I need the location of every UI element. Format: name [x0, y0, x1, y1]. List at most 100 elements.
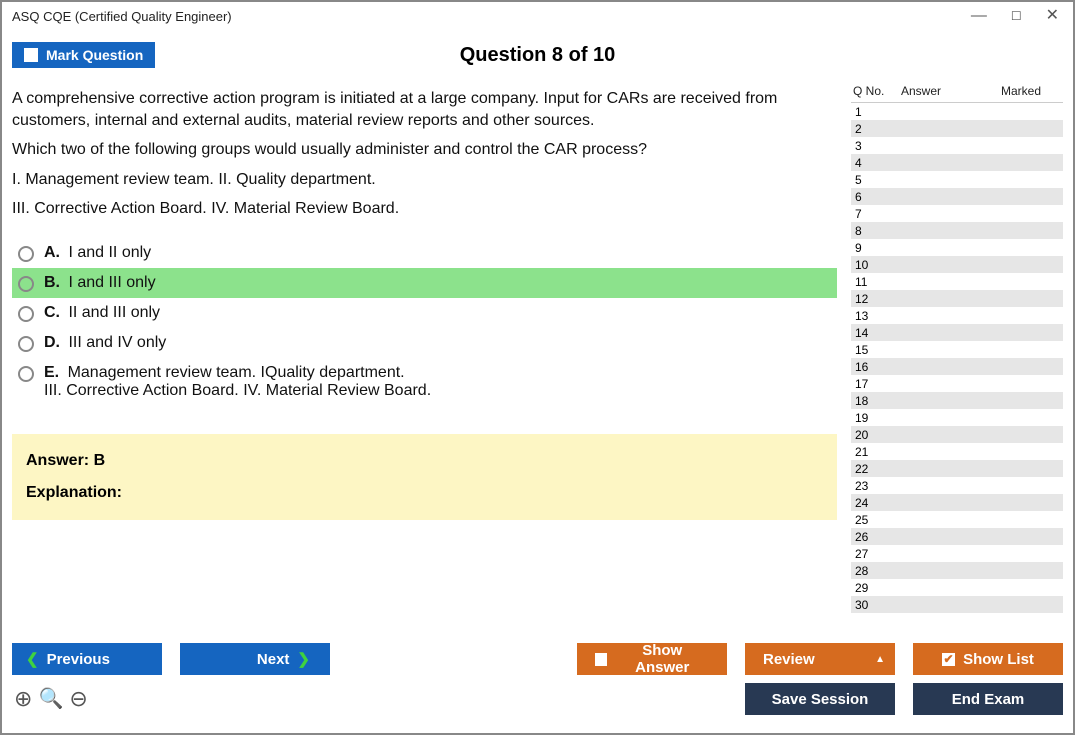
- minimize-icon[interactable]: —: [971, 8, 987, 24]
- answer-option[interactable]: D. III and IV only: [12, 328, 837, 358]
- qno-cell: 15: [855, 343, 903, 357]
- question-list-row[interactable]: 8: [851, 222, 1063, 239]
- radio-icon: [18, 366, 34, 382]
- footer-row-1: ❮ Previous Next ❯ Show Answer Review ▲: [12, 643, 1063, 675]
- window-title: ASQ CQE (Certified Quality Engineer): [12, 9, 232, 24]
- question-paragraph: I. Management review team. II. Quality d…: [12, 169, 837, 191]
- question-list-row[interactable]: 19: [851, 409, 1063, 426]
- next-label: Next: [257, 651, 290, 668]
- qno-cell: 23: [855, 479, 903, 493]
- answer-box: Answer: B Explanation:: [12, 434, 837, 520]
- review-button[interactable]: Review ▲: [745, 643, 895, 675]
- qno-cell: 11: [855, 275, 903, 289]
- question-list-row[interactable]: 15: [851, 341, 1063, 358]
- save-session-button[interactable]: Save Session: [745, 683, 895, 715]
- question-list-row[interactable]: 28: [851, 562, 1063, 579]
- question-list-row[interactable]: 6: [851, 188, 1063, 205]
- qno-cell: 5: [855, 173, 903, 187]
- radio-icon: [18, 246, 34, 262]
- question-list-row[interactable]: 14: [851, 324, 1063, 341]
- question-list-row[interactable]: 27: [851, 545, 1063, 562]
- answer-option[interactable]: A. I and II only: [12, 238, 837, 268]
- footer-row-2: ⊕ 🔍 ⊖ Save Session End Exam: [12, 683, 1063, 715]
- question-list-row[interactable]: 12: [851, 290, 1063, 307]
- qno-cell: 22: [855, 462, 903, 476]
- question-list-row[interactable]: 4: [851, 154, 1063, 171]
- question-list-row[interactable]: 10: [851, 256, 1063, 273]
- question-list-row[interactable]: 20: [851, 426, 1063, 443]
- question-list-row[interactable]: 29: [851, 579, 1063, 596]
- qno-cell: 8: [855, 224, 903, 238]
- question-list-row[interactable]: 3: [851, 137, 1063, 154]
- question-list-row[interactable]: 16: [851, 358, 1063, 375]
- zoom-in-icon[interactable]: 🔍: [38, 686, 63, 712]
- maximize-icon[interactable]: ☐: [1011, 8, 1022, 24]
- title-bar: ASQ CQE (Certified Quality Engineer) — ☐…: [2, 2, 1073, 30]
- radio-icon: [18, 336, 34, 352]
- answer-option[interactable]: E. Management review team. IQuality depa…: [12, 358, 837, 406]
- question-list-row[interactable]: 30: [851, 596, 1063, 613]
- question-paragraph: Which two of the following groups would …: [12, 139, 837, 161]
- show-list-label: Show List: [963, 651, 1034, 668]
- zoom-reset-icon[interactable]: ⊕: [14, 686, 32, 712]
- question-list-row[interactable]: 25: [851, 511, 1063, 528]
- answer-option[interactable]: C. II and III only: [12, 298, 837, 328]
- review-label: Review: [763, 651, 815, 668]
- qno-cell: 12: [855, 292, 903, 306]
- question-list-row[interactable]: 1: [851, 103, 1063, 120]
- option-label: C. II and III only: [44, 304, 160, 322]
- end-exam-button[interactable]: End Exam: [913, 683, 1063, 715]
- mark-question-button[interactable]: Mark Question: [12, 42, 155, 68]
- qno-cell: 13: [855, 309, 903, 323]
- next-button[interactable]: Next ❯: [180, 643, 330, 675]
- answer-option[interactable]: B. I and III only: [12, 268, 837, 298]
- question-list-row[interactable]: 9: [851, 239, 1063, 256]
- qno-cell: 10: [855, 258, 903, 272]
- save-session-label: Save Session: [772, 691, 869, 708]
- question-list-row[interactable]: 18: [851, 392, 1063, 409]
- show-answer-button[interactable]: Show Answer: [577, 643, 727, 675]
- body-row: A comprehensive corrective action progra…: [12, 80, 1063, 635]
- question-list-row[interactable]: 22: [851, 460, 1063, 477]
- question-list-row[interactable]: 11: [851, 273, 1063, 290]
- option-label: E. Management review team. IQuality depa…: [44, 364, 431, 400]
- question-list-row[interactable]: 26: [851, 528, 1063, 545]
- question-list-row[interactable]: 2: [851, 120, 1063, 137]
- previous-button[interactable]: ❮ Previous: [12, 643, 162, 675]
- question-list-row[interactable]: 13: [851, 307, 1063, 324]
- qno-cell: 3: [855, 139, 903, 153]
- qno-cell: 2: [855, 122, 903, 136]
- col-answer: Answer: [901, 84, 981, 98]
- option-label: D. III and IV only: [44, 334, 166, 352]
- question-list-row[interactable]: 5: [851, 171, 1063, 188]
- qno-cell: 26: [855, 530, 903, 544]
- app-window: ASQ CQE (Certified Quality Engineer) — ☐…: [0, 0, 1075, 735]
- question-list-row[interactable]: 23: [851, 477, 1063, 494]
- checkbox-icon: [24, 48, 38, 62]
- zoom-controls: ⊕ 🔍 ⊖: [12, 686, 88, 712]
- zoom-out-icon[interactable]: ⊖: [69, 686, 87, 712]
- question-list-row[interactable]: 24: [851, 494, 1063, 511]
- previous-label: Previous: [47, 651, 110, 668]
- qno-cell: 20: [855, 428, 903, 442]
- qno-cell: 7: [855, 207, 903, 221]
- question-list-row[interactable]: 21: [851, 443, 1063, 460]
- question-paragraph: A comprehensive corrective action progra…: [12, 88, 837, 131]
- question-list-row[interactable]: 7: [851, 205, 1063, 222]
- qno-cell: 30: [855, 598, 903, 612]
- mark-question-label: Mark Question: [46, 47, 143, 63]
- show-list-button[interactable]: ✔ Show List: [913, 643, 1063, 675]
- option-label: A. I and II only: [44, 244, 151, 262]
- option-label: B. I and III only: [44, 274, 156, 292]
- close-icon[interactable]: ✕: [1046, 8, 1059, 24]
- answer-label: Answer: B: [26, 452, 823, 470]
- caret-up-icon: ▲: [875, 654, 885, 665]
- question-counter: Question 8 of 10: [12, 44, 1063, 67]
- chevron-right-icon: ❯: [297, 650, 310, 668]
- question-paragraph: III. Corrective Action Board. IV. Materi…: [12, 198, 837, 220]
- question-list[interactable]: 1234567891011121314151617181920212223242…: [851, 103, 1063, 635]
- footer: ❮ Previous Next ❯ Show Answer Review ▲: [12, 635, 1063, 723]
- question-list-row[interactable]: 17: [851, 375, 1063, 392]
- header-row: Mark Question Question 8 of 10: [12, 36, 1063, 74]
- qno-cell: 17: [855, 377, 903, 391]
